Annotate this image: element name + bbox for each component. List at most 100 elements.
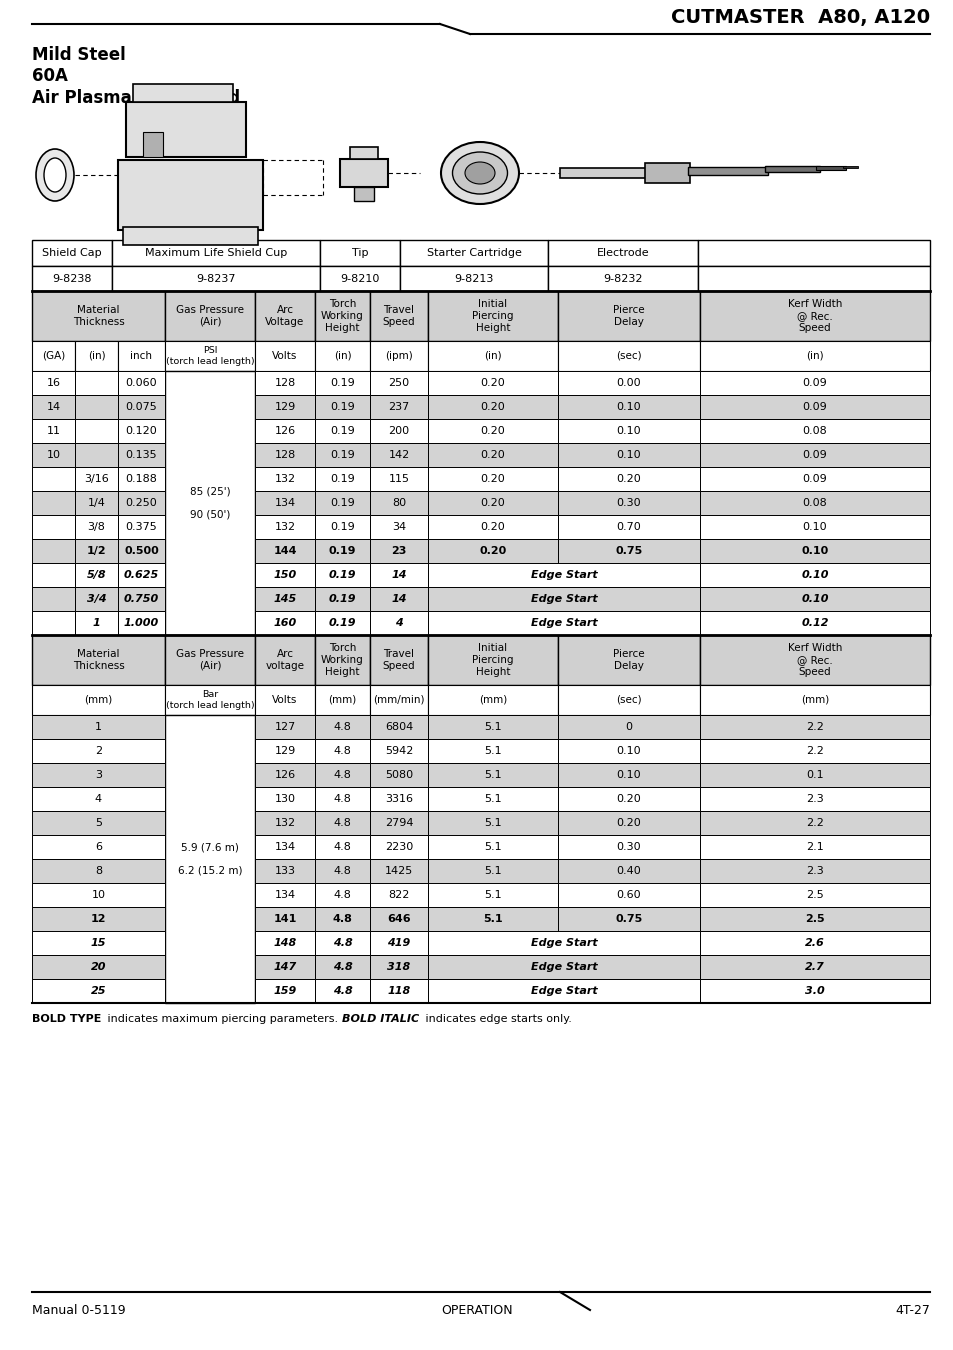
Ellipse shape [36,148,74,201]
Text: 128: 128 [274,450,295,460]
Text: BOLD TYPE: BOLD TYPE [32,1014,101,1025]
Text: 646: 646 [387,914,411,923]
Text: 134: 134 [274,890,295,900]
Text: 4T-27: 4T-27 [894,1304,929,1316]
Text: (ipm): (ipm) [385,351,413,360]
Text: 0.075: 0.075 [126,402,157,412]
Text: 5.1: 5.1 [484,842,501,852]
Text: Initial
Piercing
Height: Initial Piercing Height [472,300,514,332]
Bar [698,266,929,292]
Bar [32,443,75,467]
Text: (in): (in) [88,351,105,360]
Bar [700,811,929,836]
Text: 0.19: 0.19 [329,618,355,628]
Text: Volts: Volts [272,351,297,360]
Text: 159: 159 [274,986,296,996]
Text: 12: 12 [91,914,106,923]
Text: 9-8213: 9-8213 [454,274,493,284]
Bar [339,159,388,188]
Bar [254,811,314,836]
Text: Initial
Piercing
Height: Initial Piercing Height [472,644,514,676]
Bar [370,563,428,587]
Text: 5.1: 5.1 [484,865,501,876]
Bar [254,738,314,763]
Bar [314,836,370,859]
Text: 0.70: 0.70 [616,522,640,532]
Text: 0.75: 0.75 [615,914,642,923]
Text: 0.08: 0.08 [801,427,826,436]
Bar [558,716,700,738]
Text: 126: 126 [274,427,295,436]
Bar [254,342,314,371]
Text: 237: 237 [388,402,409,412]
Text: 60A: 60A [32,68,68,85]
Text: 126: 126 [274,769,295,780]
Text: Tip: Tip [352,248,368,258]
Bar [698,240,929,266]
Bar [32,342,75,371]
Bar [319,240,399,266]
Text: Edge Start: Edge Start [530,618,597,628]
Bar [700,634,929,684]
Bar [314,684,370,716]
Bar [314,811,370,836]
Text: 132: 132 [274,522,295,532]
Text: 2: 2 [95,747,102,756]
Bar [687,167,767,176]
Bar [700,787,929,811]
Text: 0.19: 0.19 [330,378,355,387]
Bar [118,467,165,491]
Bar [314,396,370,418]
Bar [700,859,929,883]
Text: Travel
Speed: Travel Speed [382,305,415,327]
Text: Edge Start: Edge Start [530,938,597,948]
Text: (in): (in) [805,351,823,360]
Bar [370,396,428,418]
Bar [842,166,857,167]
Bar [428,634,558,684]
Bar [700,467,929,491]
Bar [700,443,929,467]
Text: BOLD ITALIC: BOLD ITALIC [341,1014,418,1025]
Bar [428,396,558,418]
Bar [254,979,314,1003]
Bar [370,418,428,443]
Text: 2794: 2794 [384,818,413,828]
Bar [428,859,558,883]
Bar [558,491,700,514]
Text: 0: 0 [625,722,632,732]
Text: 5: 5 [95,818,102,828]
Bar [428,763,558,787]
Text: 0.10: 0.10 [616,427,640,436]
Text: 2.2: 2.2 [805,747,823,756]
Bar [700,418,929,443]
Text: 0.10: 0.10 [616,769,640,780]
Text: 0.10: 0.10 [801,594,828,603]
Text: Volts: Volts [272,695,297,705]
Text: PSI
(torch lead length): PSI (torch lead length) [166,347,254,366]
Text: Material
Thickness: Material Thickness [72,305,124,327]
Text: 0.09: 0.09 [801,378,826,387]
Bar [254,763,314,787]
Bar [558,396,700,418]
Text: 0.1: 0.1 [805,769,823,780]
Text: Travel
Speed: Travel Speed [382,649,415,671]
Bar [75,342,118,371]
Text: 5.1: 5.1 [484,769,501,780]
Bar [370,763,428,787]
Text: 0.10: 0.10 [616,450,640,460]
Text: 128: 128 [274,378,295,387]
Bar [75,396,118,418]
Text: 0.10: 0.10 [616,402,640,412]
Text: 0.19: 0.19 [329,594,355,603]
Bar [314,443,370,467]
Bar [254,514,314,539]
Text: 0.20: 0.20 [480,427,505,436]
Bar [428,787,558,811]
Text: 0.20: 0.20 [616,794,640,805]
Text: 0.75: 0.75 [615,545,642,556]
Text: 14: 14 [391,594,406,603]
Text: 0.19: 0.19 [329,570,355,580]
Text: 2.3: 2.3 [805,865,823,876]
Text: 4: 4 [395,618,402,628]
